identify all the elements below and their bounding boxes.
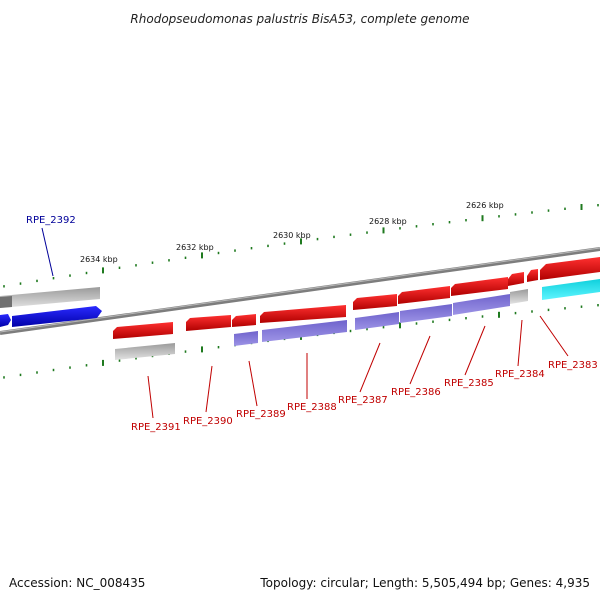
gene-feature-dark-left — [0, 296, 12, 308]
reverse-strand-features — [0, 279, 600, 360]
gene-feature-rpe2390 — [186, 315, 231, 331]
tick-label-2634: 2634 kbp — [80, 255, 118, 264]
gene-label-rpe2383: RPE_2383 — [548, 360, 598, 371]
gene-feature-rpe2383 — [527, 269, 538, 282]
leader-rpe2390 — [205, 365, 213, 413]
leader-rpe2383 — [539, 315, 569, 357]
gene-feature-purple-2389 — [234, 331, 258, 346]
gene-feature-rpe2389 — [232, 314, 256, 327]
gene-feature-purple-2385 — [453, 294, 510, 315]
label-leader-lines — [41, 227, 569, 419]
outer-tick-marks — [3, 204, 599, 288]
leader-rpe2392 — [41, 227, 54, 277]
forward-strand-features — [0, 257, 600, 339]
leader-rpe2384 — [517, 319, 523, 367]
gene-feature-rpe2391 — [113, 322, 173, 339]
gene-feature-rpe2388 — [260, 305, 346, 323]
gene-feature-purple-2386 — [400, 304, 452, 323]
gene-label-rpe2384: RPE_2384 — [495, 369, 545, 380]
genome-backbone — [0, 247, 600, 335]
gene-feature-cyan — [542, 279, 600, 300]
tick-label-2626: 2626 kbp — [466, 201, 504, 210]
gene-label-rpe2387: RPE_2387 — [338, 395, 388, 406]
gene-feature-purple-2388 — [262, 320, 347, 342]
gene-label-rpe2391: RPE_2391 — [131, 422, 181, 433]
tick-label-2628: 2628 kbp — [369, 217, 407, 226]
gene-feature-gray-2384 — [510, 289, 528, 304]
genome-backbone-highlight — [0, 247, 600, 333]
gene-label-rpe2388: RPE_2388 — [287, 402, 337, 413]
leader-rpe2385 — [464, 325, 486, 376]
gene-label-rpe2385: RPE_2385 — [444, 378, 494, 389]
gene-feature-rpe2392 — [12, 306, 102, 327]
tick-label-2630: 2630 kbp — [273, 231, 311, 240]
gene-feature-rpe2384 — [508, 272, 524, 286]
gene-label-rpe2390: RPE_2390 — [183, 416, 233, 427]
leader-rpe2386 — [409, 335, 431, 385]
leader-rpe2391 — [147, 375, 154, 419]
gene-feature-gray-left — [0, 287, 100, 308]
inner-tick-marks — [3, 304, 599, 379]
gene-label-rpe2389: RPE_2389 — [236, 409, 286, 420]
gene-labels: RPE_2392 RPE_2391 RPE_2390 RPE_2389 RPE_… — [26, 215, 598, 433]
accession-text: Accession: NC_008435 — [9, 576, 145, 590]
gene-feature-right-edge — [540, 257, 600, 280]
gene-feature-gray-2391 — [115, 343, 175, 360]
scale-labels: 2634 kbp 2632 kbp 2630 kbp 2628 kbp 2626… — [80, 201, 504, 264]
gene-feature-rpe2386 — [398, 286, 450, 304]
gene-label-rpe2386: RPE_2386 — [391, 387, 441, 398]
gene-label-rpe2392: RPE_2392 — [26, 215, 76, 226]
leader-rpe2389 — [248, 360, 258, 407]
map-title: Rhodopseudomonas palustris BisA53, compl… — [130, 12, 469, 26]
gene-feature-rpe2387 — [353, 294, 397, 310]
leader-rpe2387 — [359, 342, 381, 393]
gene-feature-blue-left-edge — [0, 314, 11, 327]
gene-feature-purple-2387 — [355, 312, 399, 330]
gene-feature-rpe2385 — [451, 277, 508, 296]
genome-summary-text: Topology: circular; Length: 5,505,494 bp… — [259, 576, 590, 590]
tick-label-2632: 2632 kbp — [176, 243, 214, 252]
